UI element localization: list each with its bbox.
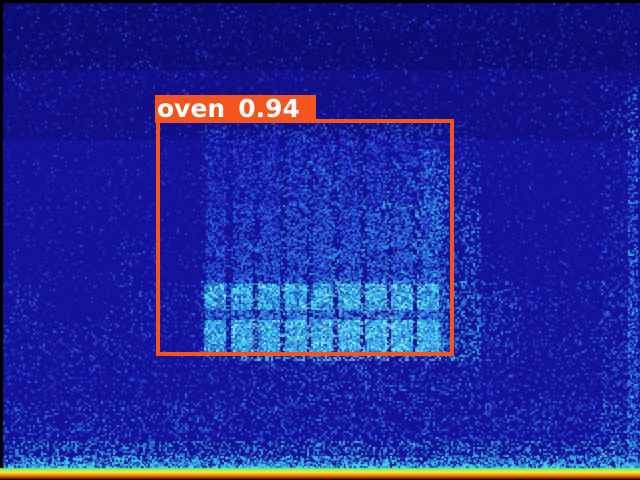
detection-label: oven 0.94 [155,95,316,123]
detection-confidence: 0.94 [238,95,300,123]
detection-class-name: oven [157,95,226,123]
detection-bbox [156,119,454,356]
